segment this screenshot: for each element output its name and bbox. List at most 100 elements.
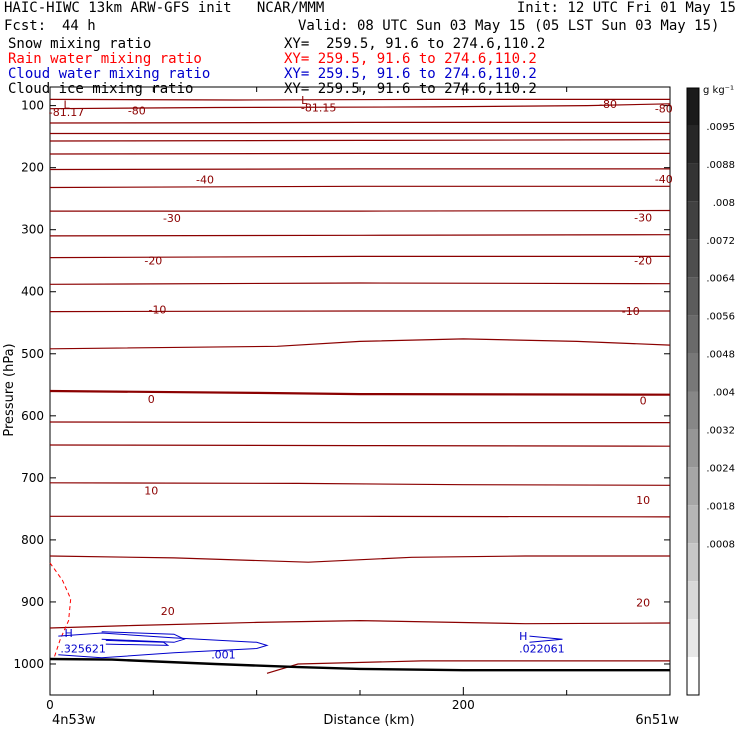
temperature-contour-2 — [49, 121, 670, 124]
temperature-label-9: -30 — [163, 212, 181, 225]
temperature-label-10: -30 — [634, 211, 652, 224]
colorbar-swatch-4 — [687, 239, 699, 278]
y-tick-label-800: 800 — [21, 533, 44, 547]
colorbar-label-4: .0064 — [706, 274, 735, 285]
colorbar-swatch-13 — [687, 581, 699, 620]
temperature-contour-5 — [49, 152, 670, 155]
cloud-water-contour-0 — [58, 632, 269, 659]
temperature-contour-8 — [50, 209, 671, 212]
colorbar-swatch-6 — [687, 315, 699, 354]
legend-rain-label: Rain water mixing ratio — [8, 51, 202, 67]
cloud-water-label-0: H — [64, 627, 72, 640]
colorbar-swatch-10 — [687, 467, 699, 506]
temperature-label-7: -40 — [196, 173, 214, 186]
y-tick-label-1000: 1000 — [13, 657, 44, 671]
colorbar-swatch-14 — [687, 619, 699, 658]
x-left-endpoint: 4n53w — [52, 713, 96, 728]
colorbar-swatch-0 — [687, 88, 699, 126]
colorbar-label-11: .0008 — [706, 539, 735, 550]
colorbar-label-3: .0072 — [706, 236, 735, 247]
cloud-water-contour-2 — [105, 639, 170, 646]
temperature-label-6: -80 — [655, 103, 673, 116]
header-title: HAIC-HIWC 13km ARW-GFS init NCAR/MMM — [4, 0, 325, 16]
cloud-water-label-3: H — [519, 630, 527, 643]
legend-snow-label: Snow mixing ratio — [8, 36, 152, 52]
temperature-label-19: 20 — [161, 605, 175, 618]
temperature-contour-4 — [49, 139, 671, 142]
temperature-contour-14 — [49, 389, 671, 396]
colorbar-label-10: .0018 — [706, 501, 735, 512]
y-tick-label-900: 900 — [21, 595, 44, 609]
colorbar-swatch-7 — [687, 353, 699, 392]
temperature-label-2: -80 — [128, 105, 146, 118]
temperature-contour-13 — [49, 338, 671, 350]
colorbar-frame — [686, 87, 700, 696]
temperature-label-17: 10 — [144, 484, 158, 497]
colorbar-label-0: .0095 — [706, 122, 735, 133]
temperature-contour-1 — [49, 103, 671, 110]
colorbar-swatch-9 — [687, 429, 699, 468]
colorbar-swatch-5 — [687, 277, 699, 316]
legend-cloudwater-xy: XY= 259.5, 91.6 to 274.6,110.2 — [284, 66, 537, 82]
rain-water-contour — [49, 562, 72, 658]
temperature-contour-12 — [49, 310, 670, 313]
temperature-label-8: -40 — [655, 173, 673, 186]
cloud-water-contour-1 — [101, 631, 186, 643]
temperature-label-1: -81.17 — [49, 106, 84, 119]
colorbar-label-7: .004 — [713, 388, 735, 399]
legend-cloudwater-label: Cloud water mixing ratio — [8, 66, 211, 82]
colorbar-unit: g kg⁻¹ — [703, 85, 734, 96]
colorbar-swatch-15 — [687, 657, 699, 695]
temperature-label-16: 0 — [640, 394, 647, 407]
y-tick-label-200: 200 — [21, 161, 44, 175]
temperature-contour-15 — [49, 421, 670, 424]
x-right-endpoint: 6n51w — [635, 713, 679, 728]
temperature-contour-17 — [49, 482, 671, 486]
y-tick-label-100: 100 — [21, 99, 44, 113]
y-tick-label-600: 600 — [21, 409, 44, 423]
cloud-water-label-2: .001 — [211, 649, 236, 662]
legend-cloudice-label: Cloud ice mixing ratio — [8, 81, 194, 97]
temperature-contour-16 — [49, 444, 671, 447]
y-tick-label-500: 500 — [21, 347, 44, 361]
colorbar-label-6: .0048 — [706, 350, 735, 361]
y-axis-label: Pressure (hPa) — [2, 343, 17, 436]
colorbar-swatch-12 — [687, 543, 699, 582]
x-tick-label-0: 0 — [46, 698, 54, 712]
x-axis-label: Distance (km) — [323, 713, 414, 728]
temperature-contour-10 — [49, 255, 670, 259]
colorbar-label-1: .0088 — [706, 160, 735, 171]
cloud-water-label-4: .022061 — [519, 642, 565, 655]
colorbar-label-2: .008 — [713, 198, 735, 209]
legend-cloudice-xy: XY= 259.5, 91.6 to 274.6,110.2 — [284, 81, 537, 97]
temperature-contour-7 — [49, 185, 670, 189]
temperature-contour-9 — [49, 234, 671, 237]
cloud-water-label-1: .325621 — [60, 642, 105, 655]
legend-rain-xy: XY= 259.5, 91.6 to 274.6,110.2 — [284, 51, 537, 67]
forecast-hours: 44 h — [62, 18, 96, 34]
temperature-label-13: -10 — [148, 304, 166, 317]
temperature-contour-20 — [49, 619, 671, 629]
temperature-label-0: L — [63, 98, 70, 111]
temperature-label-11: -20 — [144, 255, 162, 268]
temperature-label-15: 0 — [148, 393, 155, 406]
temperature-contour-21 — [266, 660, 670, 674]
terrain-surface-line — [49, 657, 670, 672]
y-tick-label-300: 300 — [21, 223, 44, 237]
valid-time: Valid: 08 UTC Sun 03 May 15 (05 LST Sun … — [298, 18, 720, 34]
temperature-label-12: -20 — [634, 255, 652, 268]
y-tick-label-700: 700 — [21, 471, 44, 485]
cloud-water-contour-3 — [529, 635, 563, 643]
colorbar-swatch-3 — [687, 201, 699, 240]
colorbar-swatch-1 — [687, 125, 699, 164]
colorbar-label-8: .0032 — [706, 425, 735, 436]
colorbar-swatch-11 — [687, 505, 699, 544]
legend-snow-xy: XY= 259.5, 91.6 to 274.6,110.2 — [284, 36, 546, 52]
temperature-label-5: -80 — [599, 98, 617, 111]
x-tick-label-200: 200 — [452, 698, 475, 712]
colorbar-label-9: .0024 — [706, 463, 735, 474]
colorbar-swatch-2 — [687, 163, 699, 202]
temperature-contour-19 — [49, 555, 670, 563]
temperature-label-4: -81.15 — [301, 101, 336, 114]
